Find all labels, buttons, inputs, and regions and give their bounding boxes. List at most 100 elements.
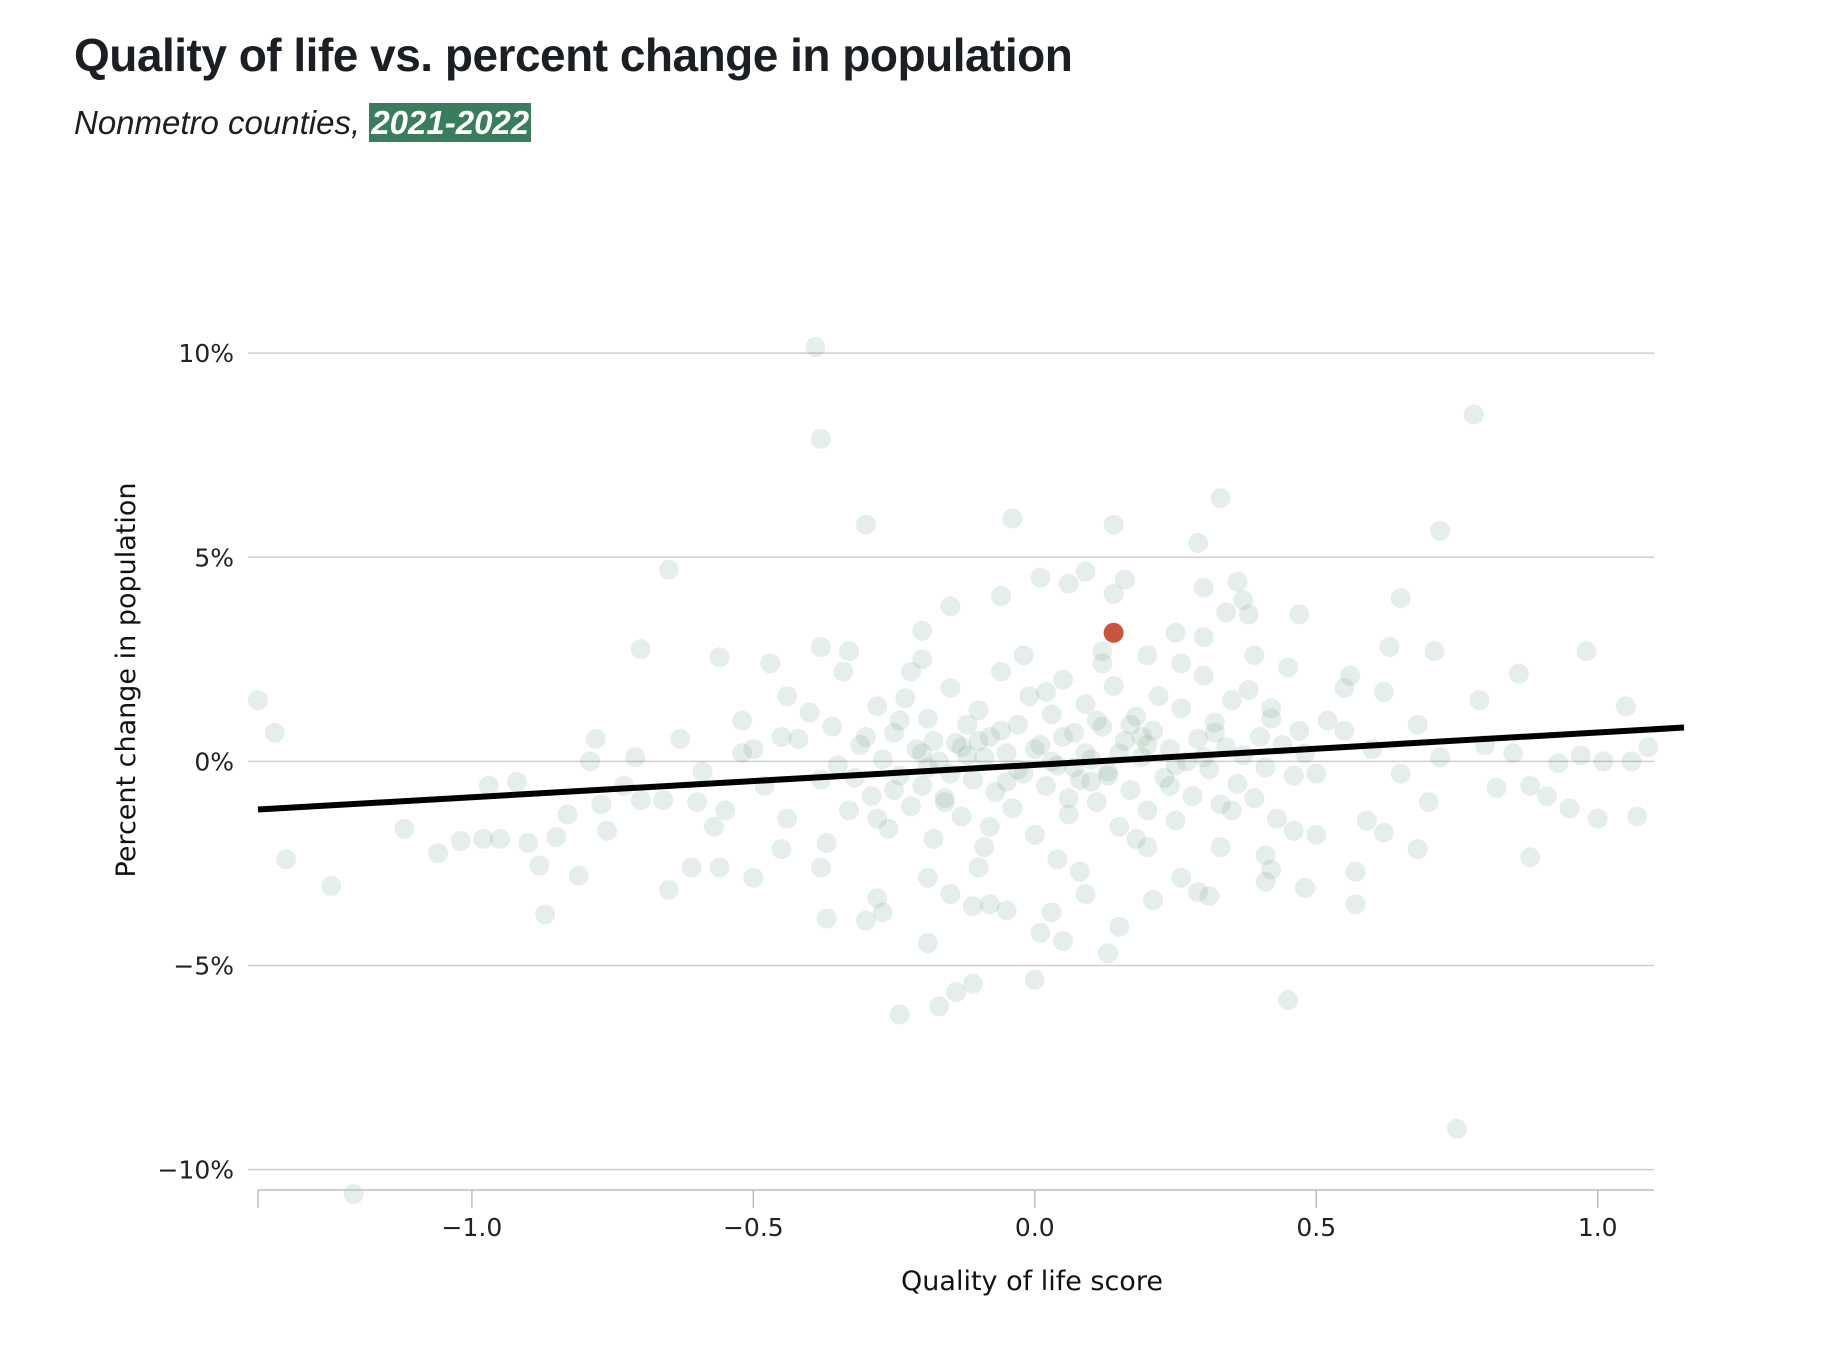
data-point [799, 702, 820, 723]
data-point [535, 904, 556, 925]
data-point [1548, 753, 1569, 774]
data-point [810, 857, 831, 878]
data-point [1278, 990, 1299, 1011]
data-point [884, 779, 905, 800]
data-point [1278, 657, 1299, 678]
data-point [1233, 590, 1254, 611]
data-point [1289, 604, 1310, 625]
data-point [1086, 792, 1107, 813]
data-point [1075, 743, 1096, 764]
data-point [929, 751, 950, 772]
data-point [1249, 726, 1270, 747]
data-point [1013, 645, 1034, 666]
data-point [912, 743, 933, 764]
data-point [1508, 663, 1529, 684]
data-point [1424, 641, 1445, 662]
data-point [1486, 777, 1507, 798]
data-point [962, 769, 983, 790]
data-point [1024, 824, 1045, 845]
data-point [968, 730, 989, 751]
data-point [760, 653, 781, 674]
data-point [546, 826, 567, 847]
data-point [895, 688, 916, 709]
data-point [1114, 730, 1135, 751]
data-point [816, 908, 837, 929]
data-point [1503, 743, 1524, 764]
data-point [878, 818, 899, 839]
data-point [810, 428, 831, 449]
data-point [912, 649, 933, 670]
data-point [658, 879, 679, 900]
data-point [917, 933, 938, 954]
data-point [1570, 745, 1591, 766]
x-axis-title: Quality of life score [901, 1266, 1163, 1297]
data-point [597, 820, 617, 841]
data-point [1407, 714, 1428, 735]
data-point [1221, 690, 1242, 711]
data-point [1097, 943, 1118, 964]
data-point [979, 816, 1000, 837]
data-point [1188, 728, 1209, 749]
data-point [1030, 567, 1051, 588]
data-point [1137, 800, 1158, 821]
data-point [1052, 930, 1073, 951]
data-point [1165, 755, 1186, 776]
data-point [653, 790, 674, 811]
data-point [1289, 720, 1310, 741]
data-point [1537, 786, 1558, 807]
data-point [1081, 771, 1102, 792]
data-point [861, 786, 882, 807]
data-point [1227, 571, 1248, 592]
data-point [1188, 532, 1209, 553]
data-point [991, 661, 1012, 682]
data-point [1154, 767, 1175, 788]
data-point [1407, 839, 1428, 860]
data-point [478, 775, 499, 796]
data-point [1255, 871, 1276, 892]
data-point [1255, 845, 1276, 866]
y-axis-title: Percent change in population [111, 483, 142, 878]
data-point [1097, 761, 1118, 782]
data-point [1334, 677, 1355, 698]
data-point [276, 849, 297, 870]
data-point [1126, 828, 1147, 849]
data-point [1593, 751, 1614, 772]
data-point [855, 910, 876, 931]
data-point [900, 661, 921, 682]
data-point [1120, 714, 1141, 735]
data-point [1520, 847, 1541, 868]
subtitle-text: Nonmetro counties, [74, 104, 370, 141]
data-point [855, 514, 876, 535]
data-point [1002, 798, 1023, 819]
data-point [771, 726, 792, 747]
data-point [833, 661, 854, 682]
data-point [996, 743, 1017, 764]
data-point [1446, 1118, 1467, 1139]
data-point [1638, 737, 1659, 758]
data-point [1024, 969, 1045, 990]
data-point [1193, 577, 1214, 598]
data-point [934, 792, 955, 813]
data-point [985, 781, 1006, 802]
y-axis: 10% 5% 0% −5% −10% [157, 339, 234, 1184]
data-point [1345, 894, 1366, 915]
data-point [1238, 679, 1259, 700]
data-point [1041, 902, 1062, 923]
data-point [957, 745, 978, 766]
data-point [884, 722, 905, 743]
data-point [580, 751, 601, 772]
y-tick-label: 0% [194, 747, 234, 776]
data-point [1148, 686, 1169, 707]
data-point [991, 586, 1012, 607]
data-point [946, 733, 966, 754]
data-point [394, 818, 415, 839]
data-point [889, 1004, 910, 1025]
data-point [557, 804, 578, 825]
data-point [1306, 824, 1327, 845]
data-point [1047, 849, 1068, 870]
data-point [1120, 779, 1141, 800]
data-point [1621, 751, 1642, 772]
data-point [900, 796, 921, 817]
data-point [1002, 508, 1023, 529]
data-point [732, 710, 753, 731]
